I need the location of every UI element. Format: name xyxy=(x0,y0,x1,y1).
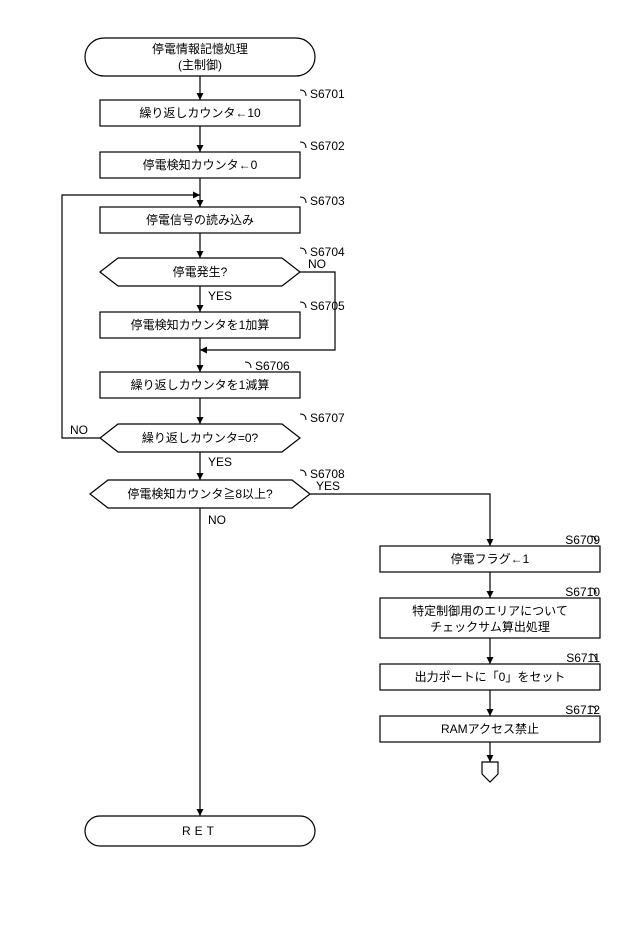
step-id: S6711 xyxy=(566,651,600,665)
step-text: RAMアクセス禁止 xyxy=(441,722,539,736)
step-S6701: S6701 繰り返しカウンタ←10 xyxy=(100,87,345,126)
decision-yes-label: YES xyxy=(208,289,232,303)
step-text: 停電検知カウンタを1加算 xyxy=(131,317,270,332)
terminator-end-text: RET xyxy=(182,824,218,838)
step-id: S6712 xyxy=(565,703,600,717)
step-text: 繰り返しカウンタを1減算 xyxy=(131,377,270,392)
step-S6707: S6707 繰り返しカウンタ=0? xyxy=(100,411,345,452)
step-id: S6706 xyxy=(255,359,290,373)
step-S6708: S6708 停電検知カウンタ≧8以上? xyxy=(90,467,345,508)
decision-no-label: NO xyxy=(208,513,226,527)
step-id: S6702 xyxy=(310,139,345,153)
decision-yes-label: YES xyxy=(208,455,232,469)
step-id: S6710 xyxy=(565,585,600,599)
terminator-start-line1: 停電情報記憶処理 xyxy=(152,41,248,56)
step-text: 出力ポートに「0」をセット xyxy=(415,670,566,684)
step-S6705: S6705 停電検知カウンタを1加算 xyxy=(100,299,345,338)
decision-no-label: NO xyxy=(70,423,88,437)
edge-yes-branch xyxy=(310,494,490,546)
step-S6702: S6702 停電検知カウンタ←0 xyxy=(100,139,345,178)
flowchart-canvas: 停電情報記憶処理 (主制御) S6701 繰り返しカウンタ←10 S6702 停… xyxy=(0,0,640,938)
step-S6703: S6703 停電信号の読み込み xyxy=(100,194,345,233)
step-text: 停電フラグ←1 xyxy=(451,551,530,566)
step-text-line2: チェックサム算出処理 xyxy=(430,619,550,634)
step-id: S6703 xyxy=(310,194,345,208)
step-text: 停電検知カウンタ←0 xyxy=(143,157,258,172)
step-id: S6705 xyxy=(310,299,345,313)
terminator-start-line2: (主制御) xyxy=(178,57,222,72)
step-id: S6701 xyxy=(310,87,345,101)
step-text: 繰り返しカウンタ←10 xyxy=(139,106,261,120)
step-text: 停電発生? xyxy=(173,264,228,279)
step-id: S6707 xyxy=(310,411,345,425)
step-text: 繰り返しカウンタ=0? xyxy=(142,431,259,445)
step-text: 停電信号の読み込み xyxy=(146,212,254,227)
decision-no-label: NO xyxy=(308,257,326,271)
terminator-end: RET xyxy=(85,816,315,846)
step-text: 停電検知カウンタ≧8以上? xyxy=(127,486,273,501)
terminator-start: 停電情報記憶処理 (主制御) xyxy=(85,38,315,76)
offpage-connector-icon xyxy=(482,762,498,782)
step-text-line1: 特定制御用のエリアについて xyxy=(412,603,568,618)
edge-no-loop xyxy=(62,195,200,438)
step-id: S6709 xyxy=(565,533,600,547)
decision-yes-label: YES xyxy=(316,479,340,493)
